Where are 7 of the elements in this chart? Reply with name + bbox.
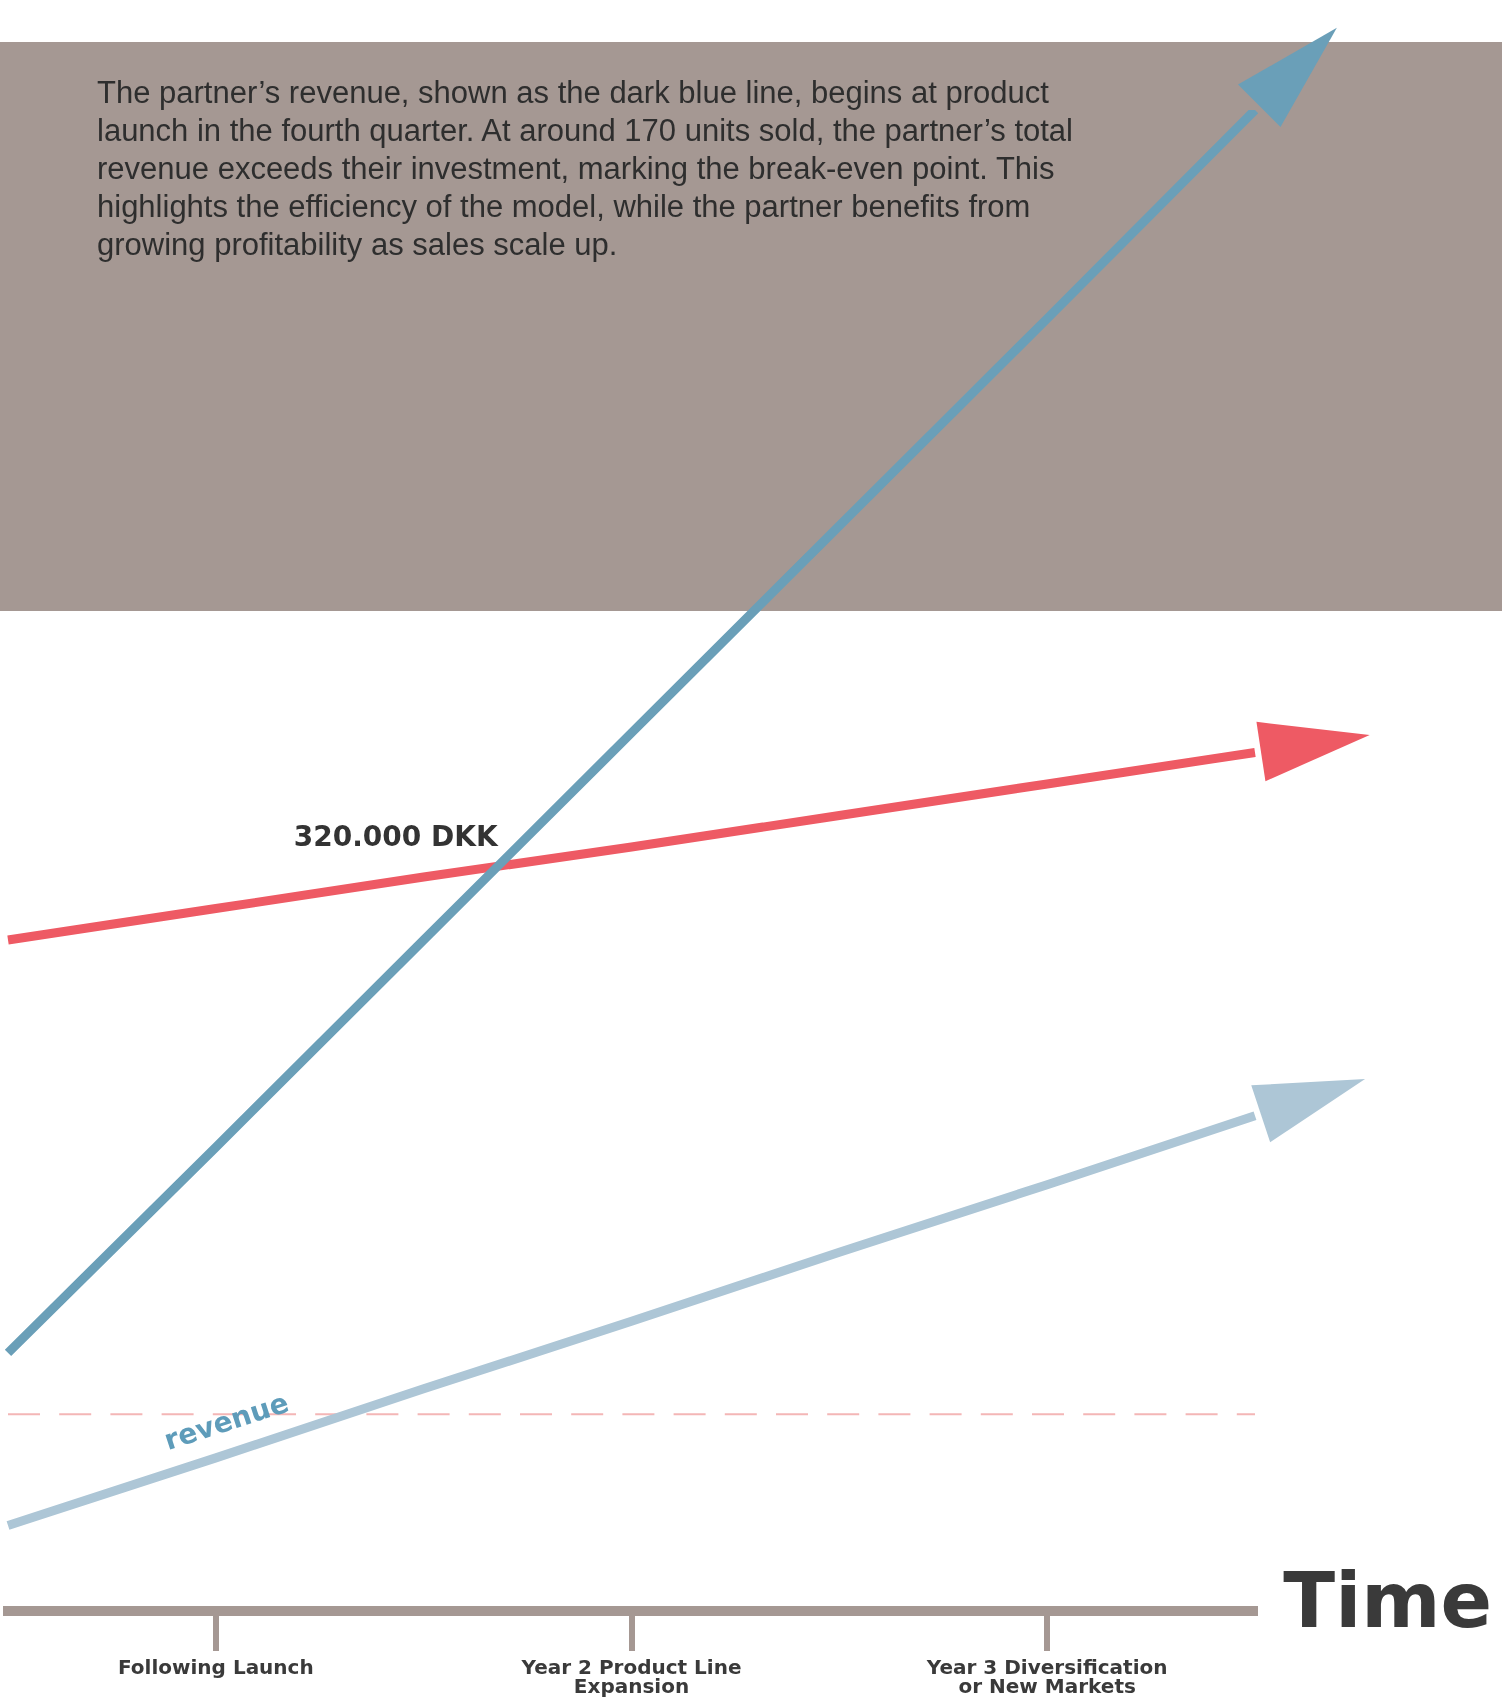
x-tick-label: Year 2 Product Line Expansion: [520, 1654, 742, 1698]
annotation: 320.000 DKK: [293, 819, 499, 853]
x-tick-label: Following Launch: [117, 1654, 314, 1679]
x-axis-title: Time: [1283, 1555, 1492, 1645]
annotation: The partner’s revenue, shown as the dark blue line, begins at product launch in the fourth quarter. At around 170 units sold, the partner’s total revenue exceeds their investment, marking the break-even point. This highlights the efficiency of the model, while the partner benefits from growing profitability as sales scale up.: [97, 74, 1074, 264]
text-panel: The partner’s revenue, shown as the dark blue line, begins at product launch in the fourth quarter. At around 170 units sold, the partner’s total revenue exceeds their investment, marking the break-even point. This highlights the efficiency of the model, while the partner benefits from growing profitability as sales scale up.: [0, 42, 1502, 611]
x-tick-label: Year 3 Diversification or New Markets: [925, 1654, 1168, 1698]
